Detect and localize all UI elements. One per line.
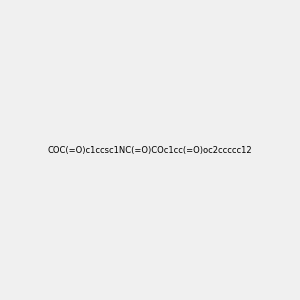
Text: COC(=O)c1ccsc1NC(=O)COc1cc(=O)oc2ccccc12: COC(=O)c1ccsc1NC(=O)COc1cc(=O)oc2ccccc12 [48,146,252,154]
